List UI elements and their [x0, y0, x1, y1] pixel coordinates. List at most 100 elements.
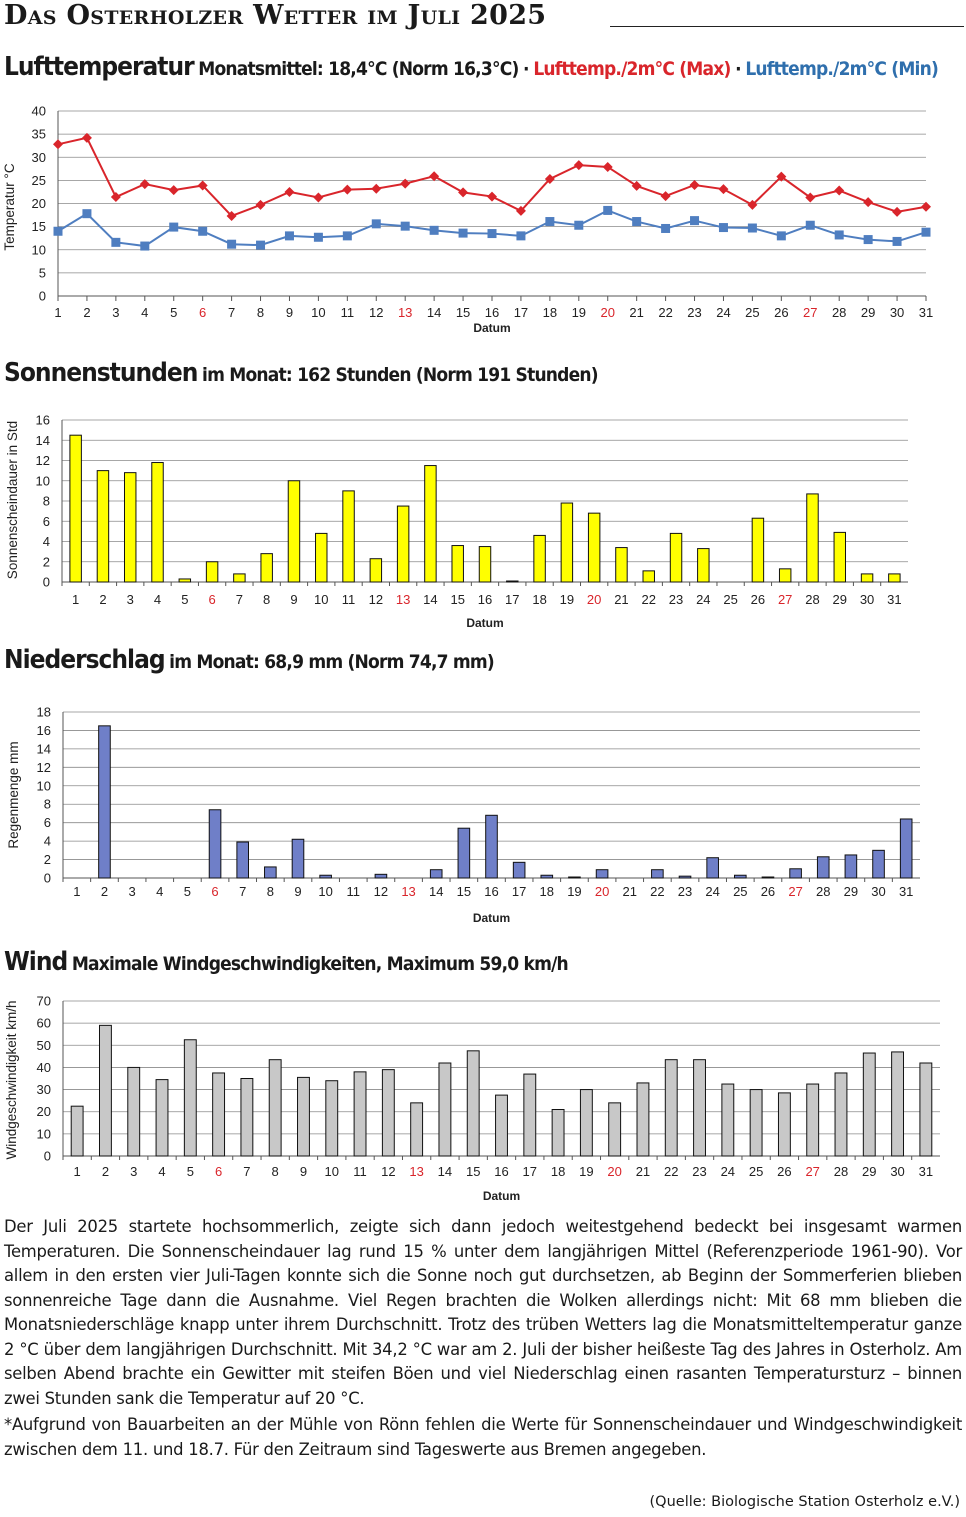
- x-tick-label: 22: [664, 1164, 678, 1179]
- x-axis-title: Datum: [473, 911, 510, 925]
- bar: [816, 856, 830, 879]
- y-tick-label: 4: [44, 834, 51, 849]
- x-tick-label: 2: [102, 1164, 109, 1179]
- rain-heading: Niederschlag im Monat: 68,9 mm (Norm 74,…: [4, 645, 495, 675]
- x-tick-label: 10: [318, 884, 332, 899]
- bar: [466, 1050, 480, 1157]
- x-tick-label: 14: [438, 1164, 452, 1179]
- rain-heading-subtitle: im Monat: 68,9 mm (Norm 74,7 mm): [169, 651, 495, 673]
- x-tick-label: 13: [398, 305, 412, 320]
- x-tick-label: 7: [236, 592, 243, 607]
- bar: [523, 1073, 537, 1157]
- bar: [233, 573, 246, 583]
- y-tick-label: 0: [43, 575, 50, 590]
- min-point: [140, 241, 150, 251]
- min-point: [53, 226, 63, 236]
- max-point: [921, 201, 931, 212]
- y-tick-label: 25: [32, 173, 46, 188]
- min-point: [892, 236, 902, 246]
- x-tick-label: 8: [263, 592, 270, 607]
- x-tick-label: 29: [862, 1164, 876, 1179]
- x-tick-label: 16: [494, 1164, 508, 1179]
- max-point: [255, 199, 266, 210]
- bar: [478, 546, 492, 583]
- x-axis-title: Datum: [483, 1189, 520, 1203]
- x-tick-label: 6: [215, 1164, 222, 1179]
- min-point: [429, 225, 439, 235]
- bar: [495, 1094, 508, 1157]
- x-axis-title: Datum: [466, 616, 503, 630]
- bar: [693, 1059, 706, 1157]
- bar: [778, 568, 792, 583]
- min-point: [574, 220, 584, 230]
- x-tick-label: 29: [833, 592, 847, 607]
- bar: [429, 869, 443, 879]
- x-tick-label: 25: [733, 884, 747, 899]
- x-tick-label: 18: [543, 305, 557, 320]
- bar: [587, 512, 601, 583]
- bar: [396, 505, 410, 583]
- min-point: [516, 231, 526, 241]
- y-tick-label: 10: [37, 778, 51, 793]
- max-point: [371, 183, 382, 194]
- min-point: [256, 240, 266, 250]
- bar: [506, 580, 519, 583]
- min-point: [834, 230, 844, 240]
- x-tick-label: 24: [716, 305, 730, 320]
- x-tick-label: 10: [311, 305, 325, 320]
- max-point: [139, 179, 150, 190]
- y-tick-label: 8: [43, 494, 50, 509]
- x-tick-label: 9: [300, 1164, 307, 1179]
- rain-heading-title: Niederschlag: [4, 645, 166, 675]
- bar: [872, 849, 885, 879]
- x-tick-label: 6: [199, 305, 206, 320]
- series-line-min: [57, 209, 927, 248]
- bar: [260, 553, 273, 583]
- max-point: [53, 139, 63, 150]
- min-point: [371, 219, 381, 229]
- max-point: [197, 180, 208, 191]
- y-tick-label: 4: [43, 534, 50, 549]
- bar: [208, 809, 222, 879]
- bar: [451, 545, 464, 583]
- title-rule: [610, 26, 964, 27]
- page-title-block: Das Osterholzer Wetter im Juli 2025: [4, 0, 964, 36]
- x-tick-label: 16: [484, 884, 498, 899]
- x-tick-label: 31: [919, 1164, 933, 1179]
- y-tick-label: 0: [39, 289, 46, 304]
- bar: [264, 866, 277, 879]
- x-tick-label: 12: [374, 884, 388, 899]
- x-tick-label: 8: [257, 305, 264, 320]
- min-point: [776, 231, 786, 241]
- x-tick-label: 30: [860, 592, 874, 607]
- bar: [69, 434, 82, 583]
- y-tick-label: 30: [32, 150, 46, 165]
- x-tick-label: 19: [579, 1164, 593, 1179]
- y-tick-label: 10: [32, 242, 46, 257]
- bar: [268, 1059, 282, 1157]
- bar: [777, 1092, 791, 1157]
- bar: [789, 868, 802, 879]
- min-point: [603, 205, 613, 215]
- x-tick-label: 23: [692, 1164, 706, 1179]
- x-tick-label: 9: [294, 884, 301, 899]
- temp-legend-min: Lufttemp./2m°C (Min): [745, 58, 938, 80]
- x-tick-label: 4: [154, 592, 161, 607]
- max-point: [515, 205, 526, 216]
- x-tick-label: 26: [761, 884, 775, 899]
- x-tick-label: 21: [622, 884, 636, 899]
- y-tick-label: 15: [32, 219, 46, 234]
- bar: [844, 854, 858, 879]
- x-tick-label: 17: [505, 592, 519, 607]
- x-tick-label: 18: [551, 1164, 565, 1179]
- x-tick-label: 5: [170, 305, 177, 320]
- x-tick-label: 13: [409, 1164, 423, 1179]
- bar: [212, 1072, 226, 1157]
- x-tick-label: 28: [805, 592, 819, 607]
- x-tick-label: 3: [127, 592, 134, 607]
- x-tick-label: 29: [844, 884, 858, 899]
- x-tick-label: 19: [560, 592, 574, 607]
- x-tick-label: 2: [83, 305, 90, 320]
- x-tick-label: 27: [788, 884, 802, 899]
- y-tick-label: 2: [44, 852, 51, 867]
